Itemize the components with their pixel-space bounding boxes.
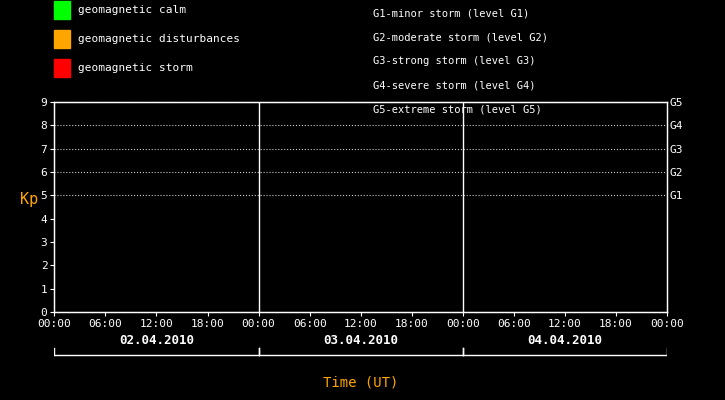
Text: 04.04.2010: 04.04.2010 (527, 334, 602, 347)
Text: G4-severe storm (level G4): G4-severe storm (level G4) (373, 80, 536, 90)
Text: 03.04.2010: 03.04.2010 (323, 334, 398, 347)
Text: G2-moderate storm (level G2): G2-moderate storm (level G2) (373, 32, 548, 42)
Text: G5-extreme storm (level G5): G5-extreme storm (level G5) (373, 104, 542, 114)
Y-axis label: Kp: Kp (20, 192, 38, 207)
Text: 02.04.2010: 02.04.2010 (119, 334, 194, 347)
Text: geomagnetic storm: geomagnetic storm (78, 63, 192, 73)
Text: Time (UT): Time (UT) (323, 376, 398, 390)
Text: geomagnetic calm: geomagnetic calm (78, 5, 186, 15)
Text: G1-minor storm (level G1): G1-minor storm (level G1) (373, 8, 530, 18)
Text: G3-strong storm (level G3): G3-strong storm (level G3) (373, 56, 536, 66)
Text: geomagnetic disturbances: geomagnetic disturbances (78, 34, 239, 44)
